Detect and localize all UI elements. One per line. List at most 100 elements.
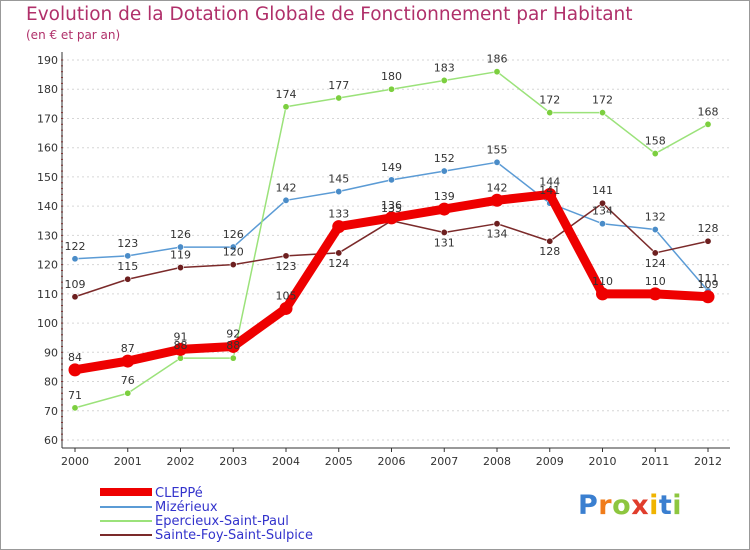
data-point-cleppe-2008	[490, 193, 504, 207]
data-label-sainte-foy-saint-sulpice-2003: 120	[223, 246, 244, 259]
data-point-mizerieux-2001	[124, 252, 132, 260]
data-point-cleppe-2010	[596, 287, 609, 301]
axes: 60 70 80 90 100 110 120 130 140 150 160 170 180 190 20…	[37, 52, 730, 468]
x-tick-label-2010: 2010	[589, 455, 617, 468]
legend-swatch-mizerieux	[100, 506, 152, 508]
data-label-cleppe-2002: 91	[174, 330, 188, 343]
data-point-sainte-foy-saint-sulpice-2009	[546, 237, 554, 245]
x-tick-label-2006: 2006	[378, 455, 406, 468]
data-label-sainte-foy-saint-sulpice-2010: 141	[592, 184, 613, 197]
data-label-cleppe-2005: 133	[328, 208, 349, 221]
x-tick-label-2012: 2012	[694, 455, 722, 468]
data-label-mizerieux-2009: 141	[539, 184, 560, 197]
chart-title: Evolution de la Dotation Globale de Fonc…	[26, 4, 633, 25]
legend-swatch-cleppe	[100, 488, 152, 496]
data-point-mizerieux-2011	[651, 226, 659, 234]
data-label-sainte-foy-saint-sulpice-2011: 124	[645, 257, 666, 270]
data-point-sainte-foy-saint-sulpice-2002	[177, 264, 185, 272]
data-point-epercieux-saint-paul-2007	[440, 76, 448, 84]
data-label-epercieux-saint-paul-2002: 88	[174, 339, 188, 352]
data-label-sainte-foy-saint-sulpice-2009: 128	[539, 245, 560, 258]
data-label-mizerieux-2005: 145	[328, 173, 349, 186]
x-tick-label-2005: 2005	[325, 455, 353, 468]
legend-label-mizerieux: Mizérieux	[155, 500, 218, 515]
data-point-epercieux-saint-paul-2006	[387, 85, 395, 93]
data-point-sainte-foy-saint-sulpice-2003	[229, 261, 237, 269]
x-tick-label-2004: 2004	[272, 455, 300, 468]
data-label-sainte-foy-saint-sulpice-2007: 131	[434, 236, 455, 249]
data-point-cleppe-2005	[332, 220, 346, 234]
data-label-mizerieux-2011: 132	[645, 211, 666, 224]
data-point-epercieux-saint-paul-2004	[282, 103, 290, 111]
data-label-epercieux-saint-paul-2004: 174	[276, 88, 297, 101]
data-point-cleppe-2002	[174, 342, 187, 356]
data-point-epercieux-saint-paul-2010	[598, 109, 606, 117]
data-point-mizerieux-2008	[493, 158, 501, 166]
data-label-sainte-foy-saint-sulpice-2012: 128	[698, 222, 719, 235]
x-tick-label-2000: 2000	[61, 455, 89, 468]
data-point-epercieux-saint-paul-2000	[71, 404, 79, 412]
data-point-epercieux-saint-paul-2009	[546, 109, 554, 117]
logo-letter: x	[631, 490, 650, 521]
data-point-mizerieux-2010	[598, 220, 606, 228]
data-point-cleppe-2012	[701, 290, 715, 304]
data-point-sainte-foy-saint-sulpice-2004	[282, 252, 290, 260]
x-tick-label-2002: 2002	[167, 455, 195, 468]
legend-label-epercieux: Epercieux-Saint-Paul	[155, 514, 289, 529]
data-point-epercieux-saint-paul-2008	[493, 68, 501, 76]
data-label-cleppe-2012: 109	[698, 278, 719, 291]
data-label-mizerieux-2006: 149	[381, 161, 402, 174]
legend-label-cleppe: CLEPPé	[155, 486, 203, 501]
data-point-sainte-foy-saint-sulpice-2012	[704, 237, 712, 245]
data-point-sainte-foy-saint-sulpice-2011	[651, 249, 659, 257]
data-label-sainte-foy-saint-sulpice-2008: 134	[487, 228, 508, 241]
legend-swatch-epercieux	[100, 520, 152, 522]
y-tick-label-120: 120	[37, 259, 58, 272]
x-tick-label-2008: 2008	[483, 455, 511, 468]
y-tick-label-170: 170	[37, 112, 58, 125]
data-label-mizerieux-2008: 155	[487, 143, 508, 156]
data-point-cleppe-2011	[648, 287, 662, 301]
data-point-cleppe-2001	[121, 354, 135, 368]
x-tick-label-2011: 2011	[641, 455, 669, 468]
data-point-sainte-foy-saint-sulpice-2005	[335, 249, 343, 257]
logo-letter: o	[612, 490, 632, 521]
data-labels: 122 123 126 126 142 145 149 152 155 141 134 132 111 7…	[65, 53, 719, 402]
data-label-cleppe-2003: 92	[226, 327, 240, 340]
y-tick-label-150: 150	[37, 171, 58, 184]
data-label-cleppe-2004: 105	[276, 289, 297, 302]
data-point-mizerieux-2006	[387, 176, 395, 184]
y-tick-label-80: 80	[44, 376, 58, 389]
data-point-cleppe-2006	[385, 211, 398, 225]
data-label-mizerieux-2004: 142	[276, 181, 297, 194]
data-point-mizerieux-2007	[440, 167, 448, 175]
data-point-epercieux-saint-paul-2002	[177, 354, 185, 362]
data-label-mizerieux-2000: 122	[65, 240, 86, 253]
data-point-epercieux-saint-paul-2011	[651, 150, 659, 158]
y-tick-label-90: 90	[44, 346, 58, 359]
y-tick-label-190: 190	[37, 54, 58, 67]
logo-letter: i	[672, 490, 683, 521]
data-point-cleppe-2004	[279, 301, 293, 315]
data-label-epercieux-saint-paul-2000: 71	[68, 389, 82, 402]
data-label-epercieux-saint-paul-2010: 172	[592, 94, 613, 107]
data-label-cleppe-2006: 136	[381, 199, 402, 212]
data-label-epercieux-saint-paul-2011: 158	[645, 135, 666, 148]
data-label-cleppe-2001: 87	[121, 342, 135, 355]
y-tick-label-110: 110	[37, 288, 58, 301]
data-label-sainte-foy-saint-sulpice-2006: 135	[381, 202, 402, 215]
data-label-epercieux-saint-paul-2008: 186	[487, 53, 508, 66]
data-label-cleppe-2010: 110	[592, 275, 613, 288]
legend-swatch-sainte-foy	[100, 534, 152, 536]
data-label-cleppe-2000: 84	[68, 351, 82, 364]
data-point-cleppe-2000	[68, 363, 82, 377]
data-label-epercieux-saint-paul-2012: 168	[698, 105, 719, 118]
data-point-sainte-foy-saint-sulpice-2010	[598, 199, 606, 207]
data-point-sainte-foy-saint-sulpice-2007	[440, 228, 448, 236]
series-layer	[68, 68, 715, 412]
data-label-epercieux-saint-paul-2001: 76	[121, 374, 135, 387]
data-label-epercieux-saint-paul-2009: 172	[539, 94, 560, 107]
x-tick-label-2009: 2009	[536, 455, 564, 468]
data-label-mizerieux-2012: 111	[698, 272, 719, 285]
